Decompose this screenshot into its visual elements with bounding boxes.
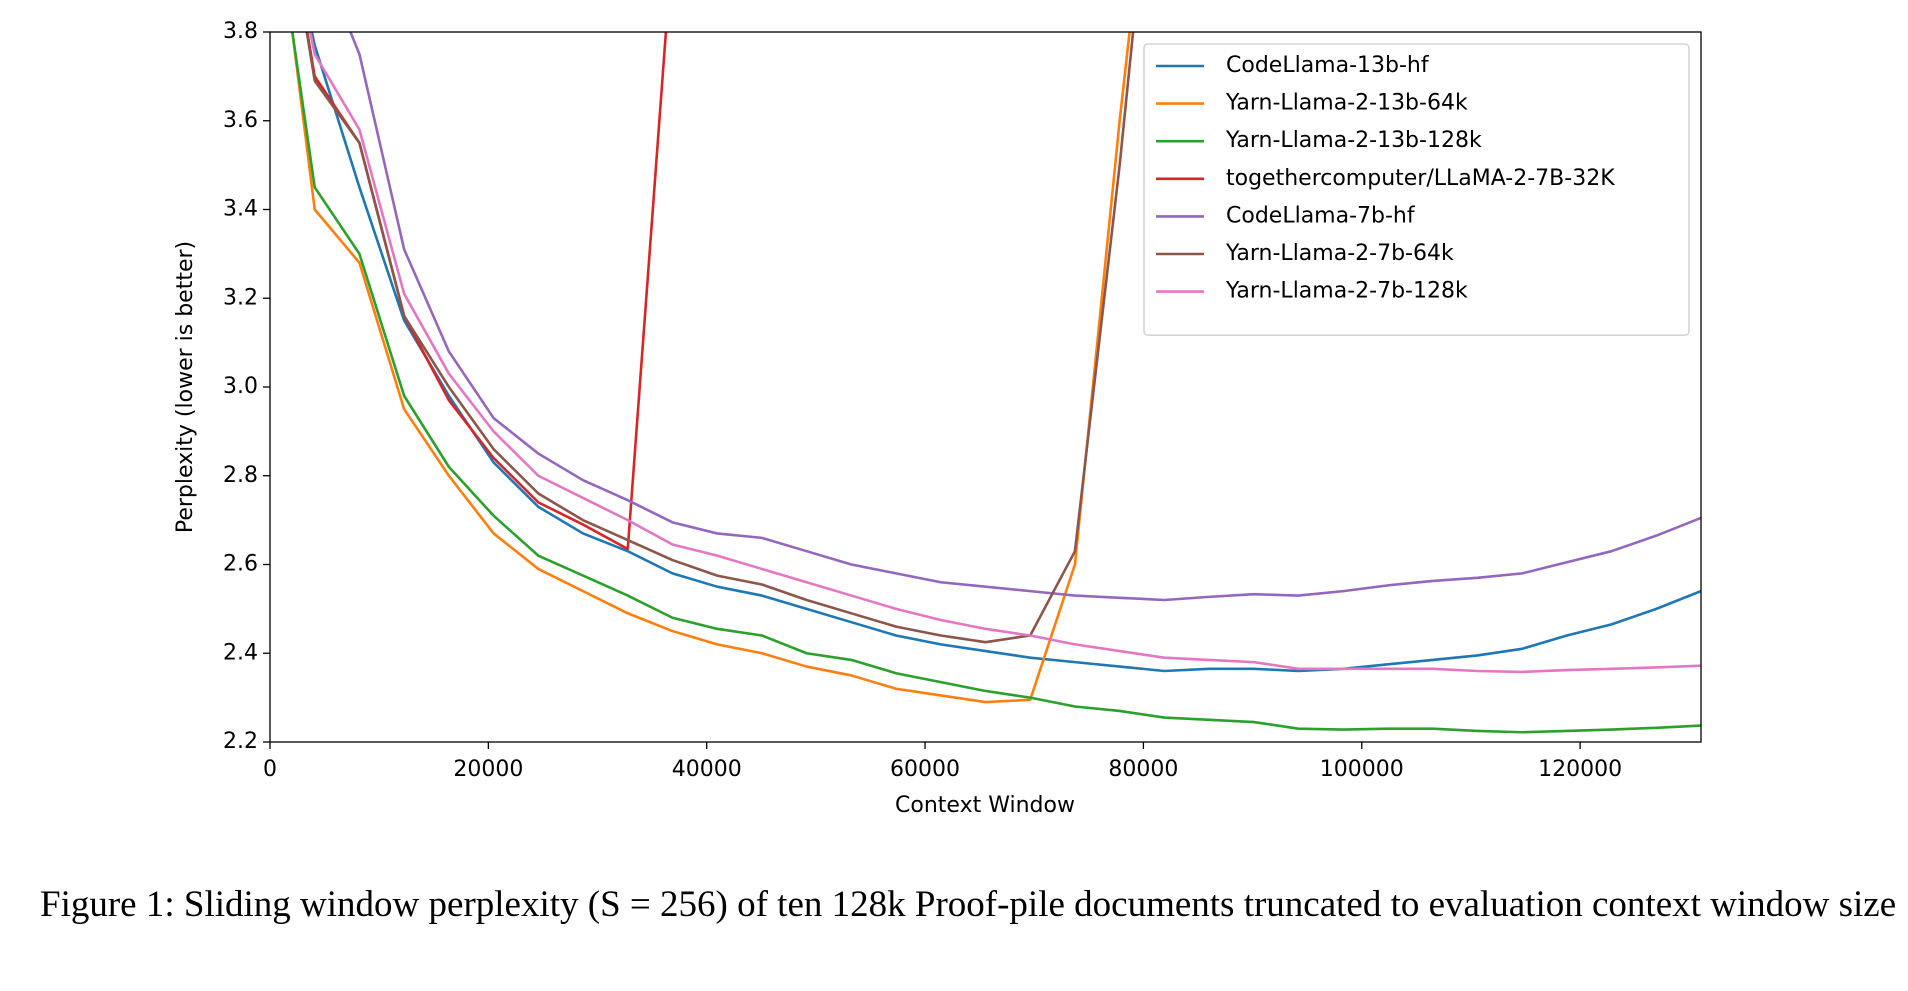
x-tick-label: 60000 <box>890 757 960 782</box>
x-tick-label: 80000 <box>1108 757 1178 782</box>
plot-area <box>291 32 1701 734</box>
caption: Figure 1: Sliding window perplexity (S =… <box>40 884 1897 925</box>
x-tick-label: 40000 <box>672 757 742 782</box>
legend-label: CodeLlama-13b-hf <box>1226 53 1430 78</box>
plot-frame <box>269 31 1702 743</box>
legend-label: Yarn-Llama-2-7b-128k <box>1225 279 1468 304</box>
legend-label: Yarn-Llama-2-7b-64k <box>1225 241 1454 266</box>
x-axis-label: Context Window <box>895 793 1075 818</box>
legend-box <box>1143 43 1690 336</box>
y-tick-label: 3.6 <box>223 108 258 133</box>
x-tick-label: 100000 <box>1320 757 1404 782</box>
series-line <box>305 32 668 551</box>
y-tick-label: 3.8 <box>223 19 258 44</box>
series-line <box>310 32 1701 673</box>
y-tick-label: 3.0 <box>223 374 258 399</box>
y-tick-label: 3.2 <box>223 285 258 310</box>
x-tick-label: 20000 <box>453 757 523 782</box>
x-tick-label: 120000 <box>1538 757 1622 782</box>
y-tick-label: 2.8 <box>223 463 258 488</box>
series-line <box>291 32 1131 704</box>
series-line <box>305 32 1135 644</box>
y-tick-label: 2.4 <box>223 640 258 665</box>
legend-label: Yarn-Llama-2-13b-64k <box>1225 91 1468 116</box>
legend-label: Yarn-Llama-2-13b-128k <box>1225 128 1482 153</box>
y-axis-label: Perplexity (lower is better) <box>173 241 198 533</box>
chart: Context Window Perplexity (lower is bett… <box>173 19 1702 818</box>
x-tick-label: 0 <box>263 757 277 782</box>
series-line <box>308 32 1701 674</box>
y-tick-label: 3.4 <box>223 197 258 222</box>
y-tick-label: 2.6 <box>223 552 258 577</box>
series-line <box>349 32 1701 602</box>
series-line <box>291 32 1701 734</box>
legend-label: togethercomputer/LLaMA-2-7B-32K <box>1226 166 1615 191</box>
legend-label: CodeLlama-7b-hf <box>1226 203 1416 228</box>
y-tick-label: 2.2 <box>223 729 258 754</box>
